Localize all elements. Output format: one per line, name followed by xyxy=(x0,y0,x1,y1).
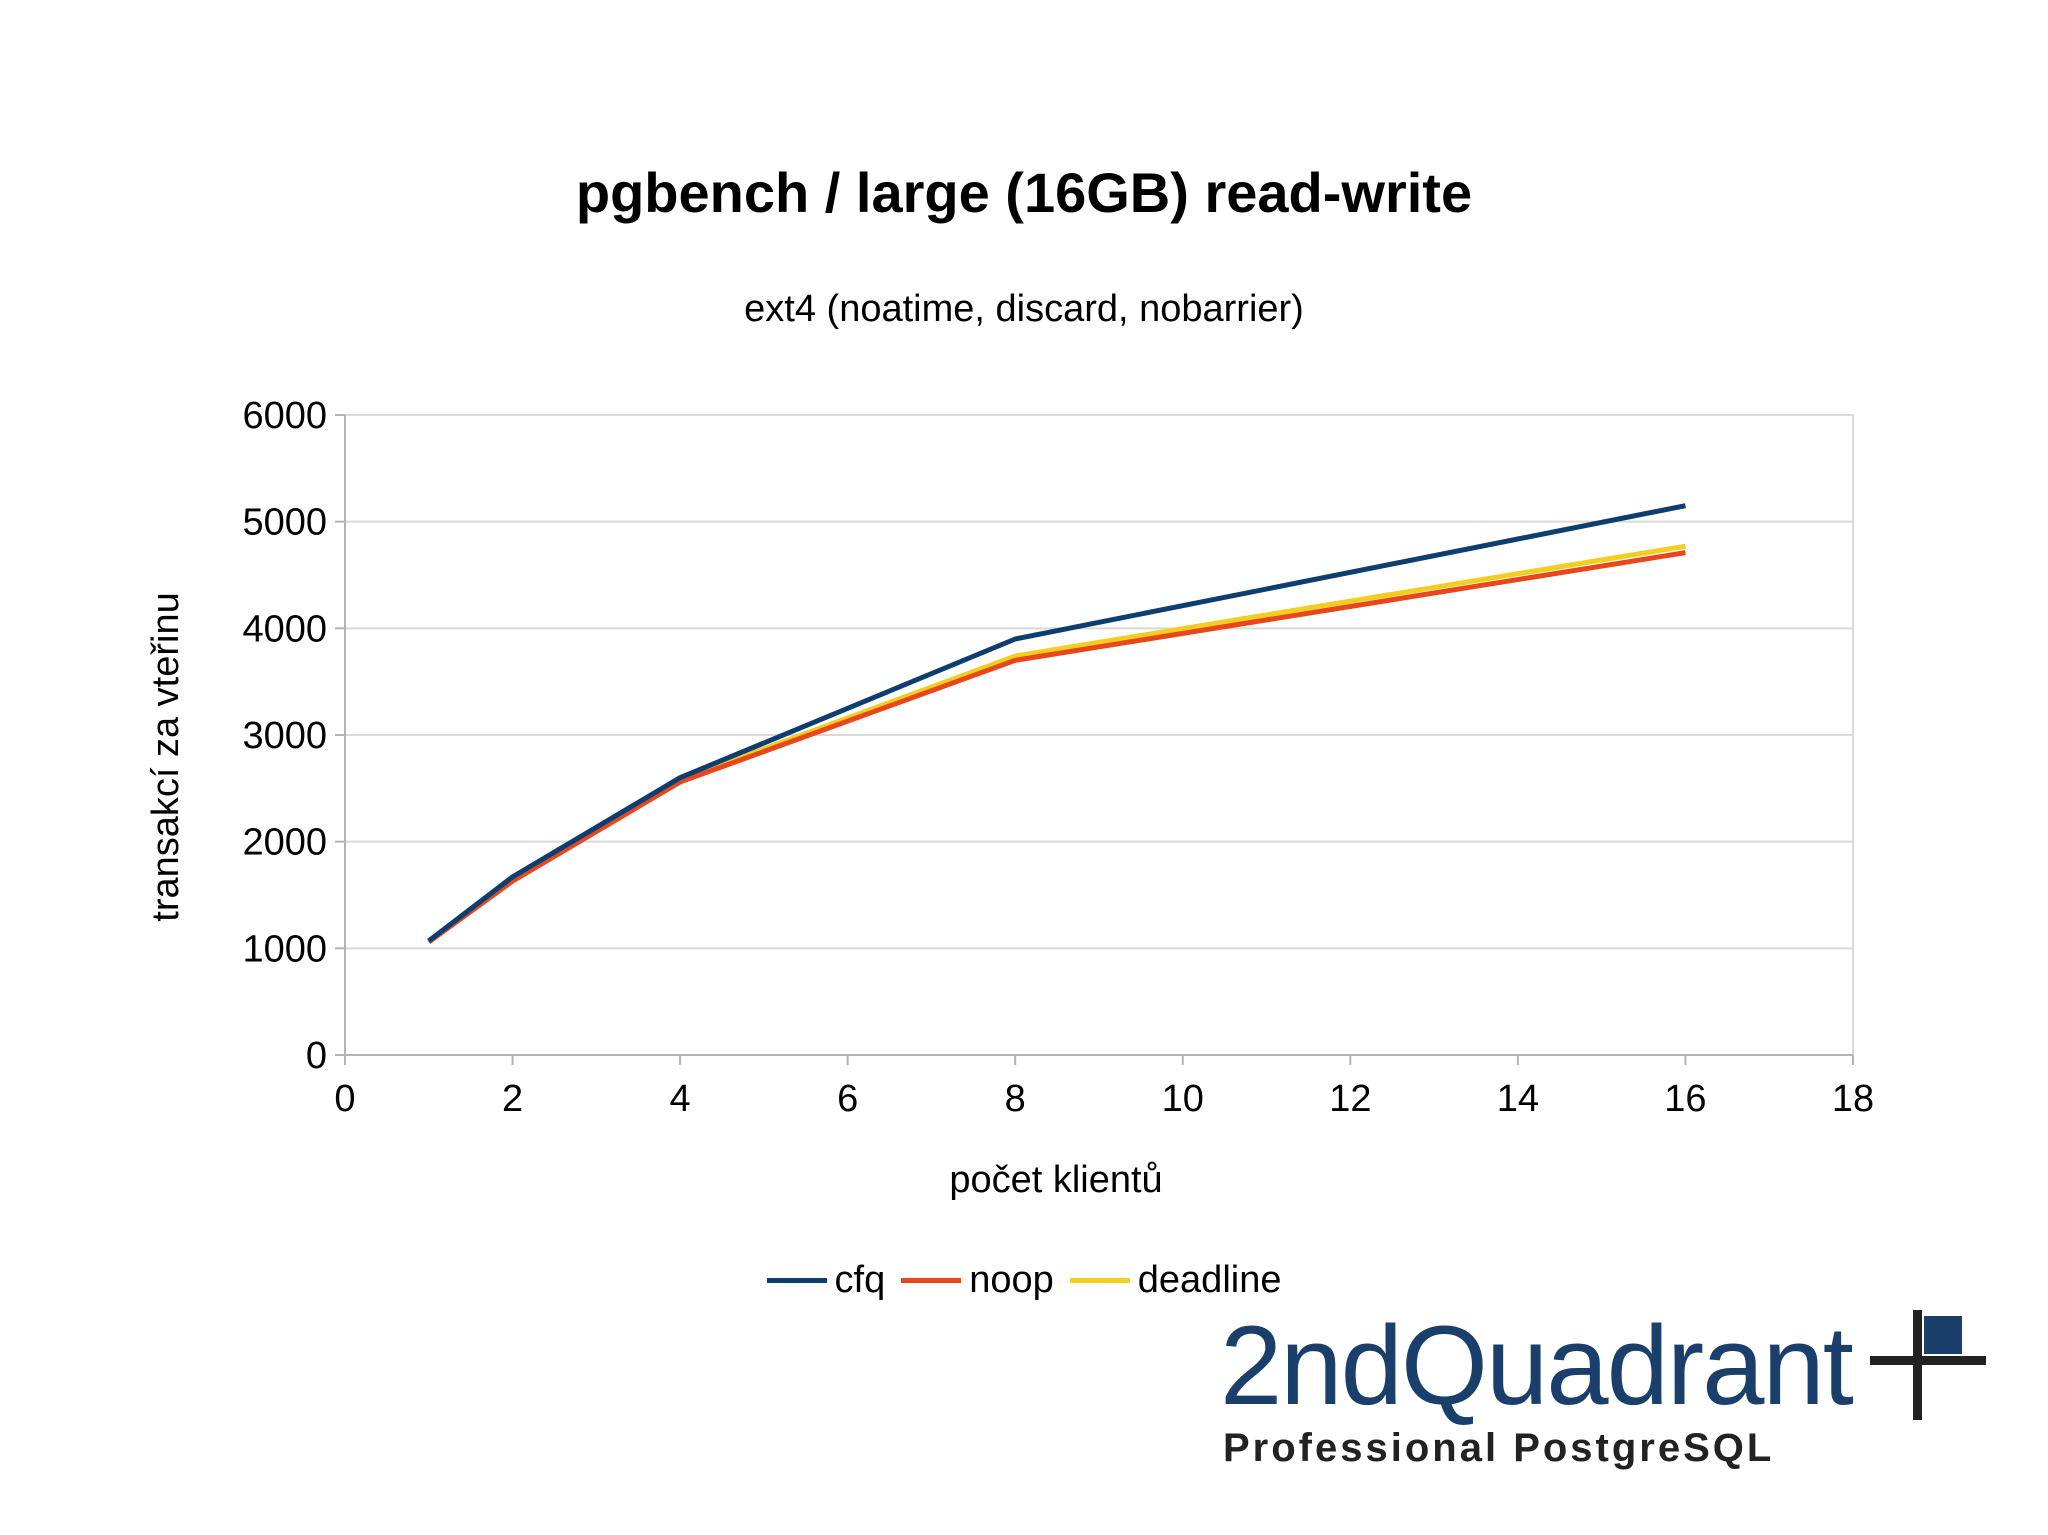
x-tick-labels: 0 2 4 6 8 10 12 14 16 18 xyxy=(334,1078,1874,1120)
chart-title: pgbench / large (16GB) read-write xyxy=(575,161,1473,224)
logo: 2ndQuadrant Professional PostgreSQL xyxy=(1220,1310,2020,1490)
x-tick-label: 12 xyxy=(1329,1078,1371,1120)
series-line-noop xyxy=(427,550,1686,944)
legend: cfq noop deadline xyxy=(0,1250,2048,1302)
logo-wordmark: 2ndQuadrant xyxy=(1220,1303,1854,1428)
x-tick-label: 2 xyxy=(502,1078,523,1120)
legend-swatch xyxy=(1069,1278,1130,1283)
legend-item-deadline: deadline xyxy=(1069,1259,1282,1302)
x-tick-label: 14 xyxy=(1497,1078,1539,1120)
y-axis-title: transakcí za vteřinu xyxy=(145,592,187,921)
y-tick-label: 1000 xyxy=(242,928,327,970)
x-axis-title: počet klientů xyxy=(949,1159,1162,1201)
y-tick-label: 3000 xyxy=(242,715,327,757)
gridlines xyxy=(345,414,1853,950)
legend-label: noop xyxy=(969,1259,1054,1301)
x-tick-label: 10 xyxy=(1162,1078,1204,1120)
legend-label: cfq xyxy=(834,1259,886,1301)
legend-swatch xyxy=(766,1278,827,1283)
legend-item-cfq: cfq xyxy=(766,1259,886,1302)
y-tick-label: 6000 xyxy=(242,395,327,437)
x-tick-label: 6 xyxy=(837,1078,858,1120)
y-tick-labels: 0 1000 2000 3000 4000 5000 6000 xyxy=(242,395,327,1077)
y-tick-label: 2000 xyxy=(242,822,327,864)
series-line-cfq xyxy=(427,503,1686,943)
x-tick-label: 0 xyxy=(334,1078,355,1120)
line-chart: 0 2 4 6 8 10 12 14 16 18 0 1000 2000 3000 4000 5000 600… xyxy=(145,395,1874,1201)
y-tick-label: 5000 xyxy=(242,502,327,544)
legend-swatch xyxy=(901,1278,962,1283)
legend-label: deadline xyxy=(1137,1259,1282,1301)
chart-subtitle: ext4 (noatime, discard, nobarrier) xyxy=(744,288,1304,330)
axes xyxy=(335,414,1854,1065)
x-tick-label: 16 xyxy=(1664,1078,1706,1120)
logo-plus-mark-icon xyxy=(1870,1310,1986,1420)
legend-item-noop: noop xyxy=(901,1259,1054,1302)
x-tick-label: 18 xyxy=(1832,1078,1874,1120)
x-tick-label: 4 xyxy=(670,1078,691,1120)
y-tick-label: 4000 xyxy=(242,608,327,650)
logo-tagline: Professional PostgreSQL xyxy=(1223,1426,1775,1470)
series-lines xyxy=(427,503,1686,944)
x-tick-label: 8 xyxy=(1005,1078,1026,1120)
y-tick-label: 0 xyxy=(306,1035,327,1077)
